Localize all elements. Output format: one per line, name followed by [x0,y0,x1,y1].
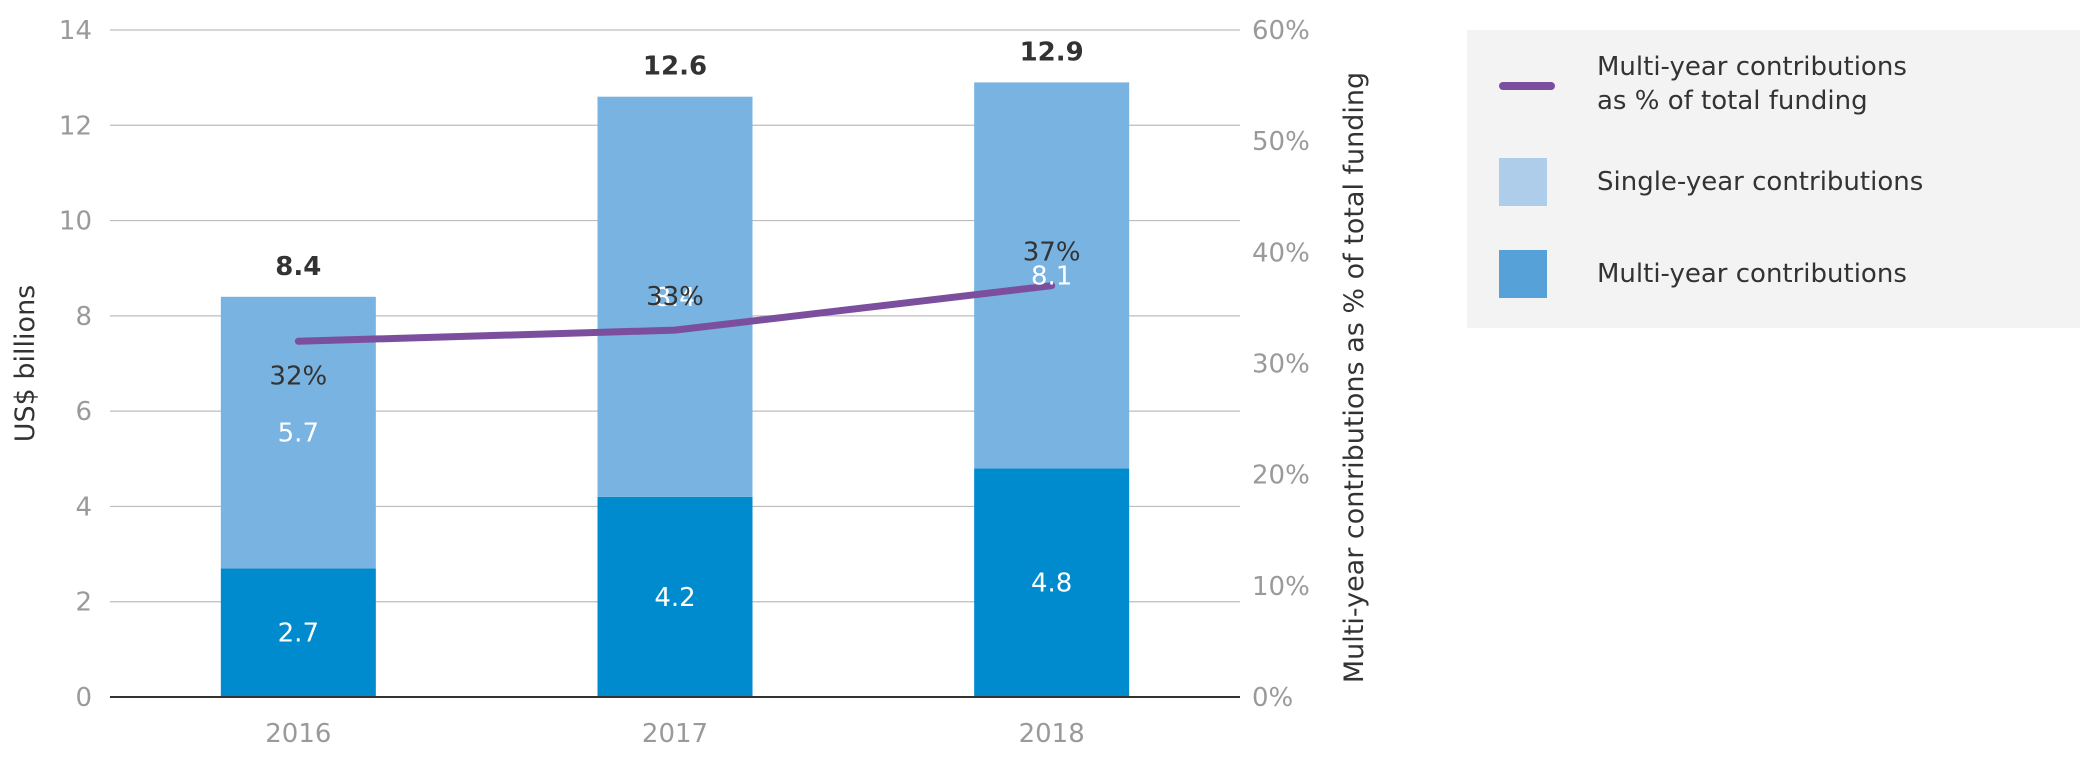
bar-segment [220,568,376,697]
legend-label-line: Multi-year contributions as % of total f… [1597,52,1907,116]
bar-segment [597,496,753,697]
legend-label-single-year: Single-year contributions [1597,167,1924,197]
legend-swatch-line [1499,82,1555,90]
y2-tick-label: 10% [1252,572,1310,602]
line-series [294,282,1056,345]
bar-value-label: 4.2 [654,583,695,613]
y-tick-label: 10 [59,207,92,237]
y-tick-label: 6 [75,397,92,427]
y-tick-label: 0 [75,683,92,713]
line-value-label: 33% [646,282,704,312]
y-tick-label: 14 [59,16,92,46]
bar-value-label: 2.7 [278,619,319,649]
bar-segment [974,468,1130,697]
x-tick-label: 2017 [642,719,708,749]
bar-value-label: 4.8 [1031,569,1072,599]
legend-swatch-multi-year [1499,250,1547,298]
bar-total-label: 12.9 [1020,37,1084,67]
legend: Multi-year contributions as % of total f… [1467,30,2080,328]
y2-tick-label: 30% [1252,350,1310,380]
y-tick-label: 4 [75,492,92,522]
axes: 0 2 4 6 8 10 12 14 0% 10% 20% 30% 40% 50% 60% 2016 2017 2… [10,16,1370,749]
line-path [294,282,1056,345]
bar-value-label: 8.1 [1031,261,1072,291]
data-labels: 2.7 5.7 8.4 4.2 8.4 12.6 4.8 8.1 12.9 32% 33% 37% [269,37,1083,648]
x-tick-label: 2018 [1019,719,1085,749]
bar-value-label: 5.7 [278,419,319,449]
y2-tick-label: 60% [1252,16,1310,46]
y2-tick-label: 40% [1252,238,1310,268]
bar-segment [597,96,753,497]
bar-total-label: 8.4 [275,252,321,282]
y2-tick-label: 50% [1252,127,1310,157]
y-axis-title: US$ billions [10,285,41,443]
y-tick-label: 12 [59,111,92,141]
y-tick-label: 8 [75,302,92,332]
bar-total-label: 12.6 [643,52,707,82]
y2-tick-label: 0% [1252,683,1293,713]
legend-label-multi-year: Multi-year contributions [1597,259,1907,289]
legend-swatch-single-year [1499,158,1547,206]
y2-tick-label: 20% [1252,461,1310,491]
bar-value-label: 8.4 [654,283,695,313]
y-tick-label: 2 [75,588,92,618]
line-value-label: 37% [1023,238,1081,268]
line-value-label: 32% [269,361,327,391]
bar-segment [974,82,1130,469]
x-tick-label: 2016 [265,719,331,749]
y2-axis-title: Multi-year contributions as % of total f… [1339,72,1370,683]
